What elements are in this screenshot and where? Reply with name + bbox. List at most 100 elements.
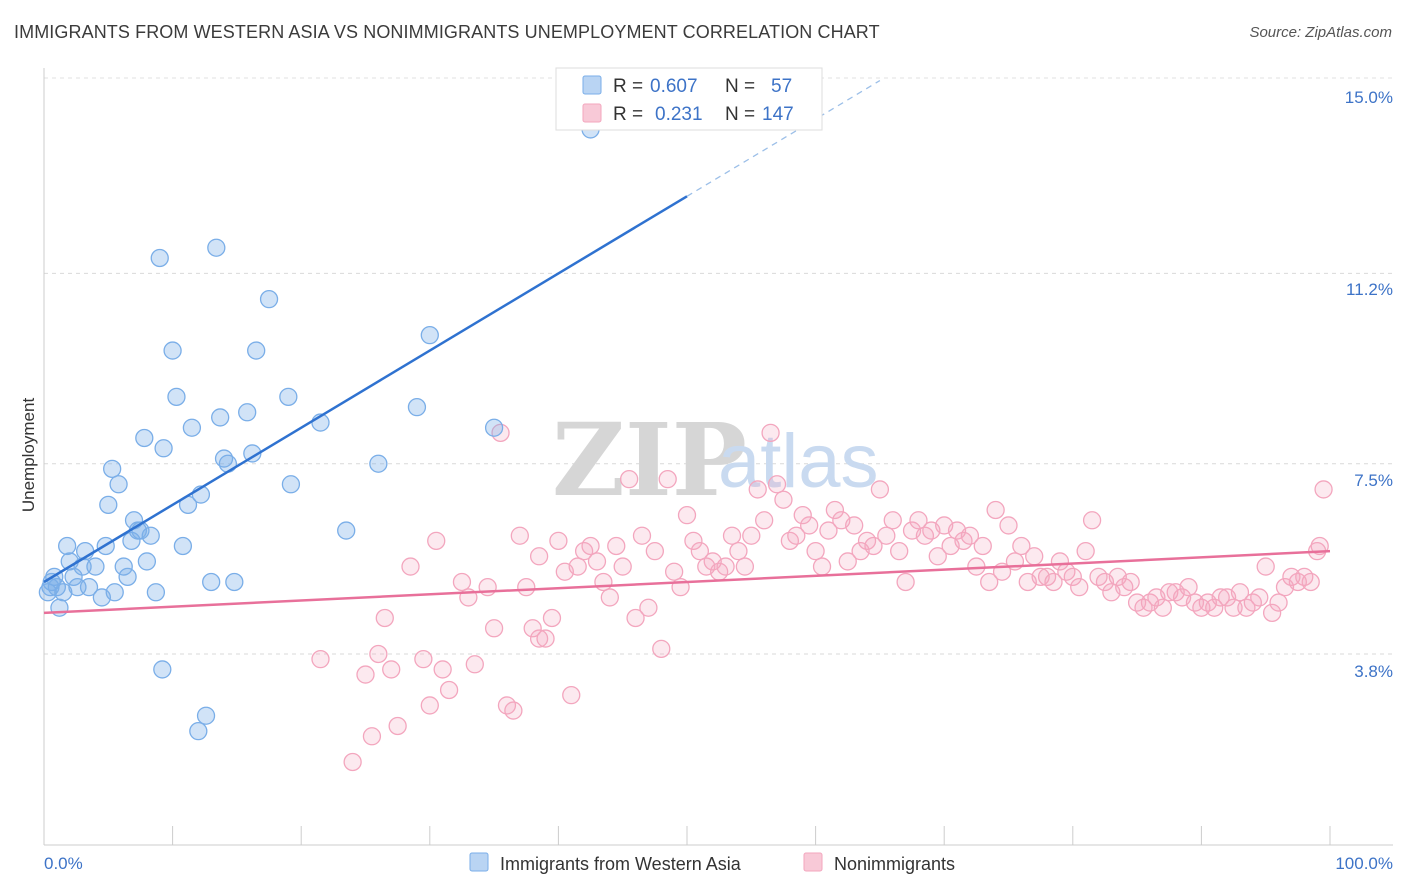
point-nonimmigrants-101 xyxy=(1012,536,1031,556)
series-legend: Immigrants from Western Asia Nonimmigran… xyxy=(469,852,955,874)
point-nonimmigrants-123 xyxy=(1153,598,1172,617)
watermark-atlas: atlas xyxy=(718,419,879,504)
point-immigrants-9 xyxy=(64,567,83,587)
point-nonimmigrants-7 xyxy=(388,716,407,736)
point-nonimmigrants-140 xyxy=(1262,603,1282,623)
point-immigrants-37 xyxy=(189,721,208,741)
point-nonimmigrants-13 xyxy=(439,680,459,700)
point-nonimmigrants-16 xyxy=(465,655,484,674)
point-nonimmigrants-64 xyxy=(774,490,793,509)
point-nonimmigrants-109 xyxy=(1063,567,1082,587)
legend-r-label-1: R = xyxy=(613,76,643,97)
bottom-legend-label-pink: Nonimmigrants xyxy=(834,854,955,874)
point-nonimmigrants-37 xyxy=(600,588,619,607)
point-nonimmigrants-79 xyxy=(870,480,890,499)
point-immigrants-59 xyxy=(153,660,172,679)
point-immigrants-56 xyxy=(420,325,439,345)
point-nonimmigrants-31 xyxy=(562,685,581,705)
bottom-legend-label-blue: Immigrants from Western Asia xyxy=(500,854,742,874)
point-immigrants-29 xyxy=(146,583,166,602)
point-nonimmigrants-146 xyxy=(1301,572,1320,592)
point-nonimmigrants-46 xyxy=(658,469,677,489)
point-nonimmigrants-39 xyxy=(613,557,632,576)
point-nonimmigrants-27 xyxy=(536,629,555,648)
point-nonimmigrants-111 xyxy=(1076,541,1095,561)
trend-line-nonimmigrants xyxy=(43,549,1331,615)
point-nonimmigrants-25 xyxy=(529,547,549,566)
point-nonimmigrants-50 xyxy=(684,531,703,551)
point-immigrants-22 xyxy=(118,567,137,587)
point-immigrants-6 xyxy=(54,583,73,602)
point-immigrants-42 xyxy=(211,408,230,427)
point-nonimmigrants-75 xyxy=(845,516,864,535)
point-nonimmigrants-61 xyxy=(755,511,774,530)
point-nonimmigrants-148 xyxy=(1314,480,1333,499)
point-nonimmigrants-2 xyxy=(356,665,375,684)
source-note: Source: ZipAtlas.com xyxy=(1249,24,1392,41)
series-nonimmigrants xyxy=(311,423,1333,772)
point-nonimmigrants-141 xyxy=(1269,593,1288,612)
point-nonimmigrants-12 xyxy=(433,660,452,679)
point-immigrants-21 xyxy=(114,557,133,576)
series-immigrants-western-asia xyxy=(38,120,600,741)
point-immigrants-55 xyxy=(407,397,427,417)
point-immigrants-19 xyxy=(105,583,124,602)
point-nonimmigrants-135 xyxy=(1230,583,1250,602)
point-immigrants-14 xyxy=(86,557,105,576)
point-nonimmigrants-66 xyxy=(787,526,806,545)
point-immigrants-36 xyxy=(182,418,202,437)
point-nonimmigrants-80 xyxy=(877,526,896,545)
point-immigrants-7 xyxy=(57,536,77,556)
point-nonimmigrants-34 xyxy=(581,536,600,556)
point-nonimmigrants-8 xyxy=(401,557,420,576)
point-nonimmigrants-38 xyxy=(607,536,626,556)
point-nonimmigrants-60 xyxy=(748,480,767,499)
point-immigrants-17 xyxy=(99,495,118,515)
point-immigrants-4 xyxy=(42,572,61,592)
point-nonimmigrants-103 xyxy=(1025,547,1044,566)
point-nonimmigrants-99 xyxy=(999,516,1018,535)
point-immigrants-54 xyxy=(369,454,388,473)
point-immigrants-46 xyxy=(238,403,257,422)
point-nonimmigrants-62 xyxy=(761,423,780,443)
point-nonimmigrants-59 xyxy=(742,526,761,545)
point-nonimmigrants-94 xyxy=(967,557,986,576)
point-nonimmigrants-11 xyxy=(427,531,446,551)
point-nonimmigrants-5 xyxy=(375,608,394,628)
y-tick-label-7-5: 7.5% xyxy=(1354,471,1393,490)
point-nonimmigrants-0 xyxy=(311,649,330,669)
point-nonimmigrants-69 xyxy=(806,541,825,561)
point-nonimmigrants-88 xyxy=(928,547,947,566)
point-nonimmigrants-18 xyxy=(484,619,504,638)
point-immigrants-26 xyxy=(135,428,154,448)
trend-line-immigrants-extension xyxy=(686,80,881,197)
watermark-zip: ZIP xyxy=(552,401,747,519)
point-nonimmigrants-97 xyxy=(986,500,1005,520)
point-immigrants-50 xyxy=(279,387,298,407)
point-immigrants-53 xyxy=(337,521,356,540)
point-nonimmigrants-3 xyxy=(362,727,382,746)
point-nonimmigrants-67 xyxy=(793,505,812,525)
point-nonimmigrants-78 xyxy=(864,536,883,556)
point-nonimmigrants-134 xyxy=(1224,598,1243,617)
point-nonimmigrants-58 xyxy=(735,557,755,576)
legend-swatch-blue xyxy=(582,75,602,95)
point-nonimmigrants-68 xyxy=(800,516,819,535)
chart-title: IMMIGRANTS FROM WESTERN ASIA VS NONIMMIG… xyxy=(14,22,880,42)
point-nonimmigrants-112 xyxy=(1082,511,1102,530)
legend-n-value-1: 57 xyxy=(771,76,792,97)
point-immigrants-44 xyxy=(218,454,238,473)
point-nonimmigrants-41 xyxy=(626,608,645,628)
point-nonimmigrants-138 xyxy=(1250,588,1269,607)
point-nonimmigrants-10 xyxy=(420,696,439,715)
bottom-legend-swatch-blue xyxy=(469,852,489,872)
point-nonimmigrants-70 xyxy=(812,557,832,576)
point-immigrants-40 xyxy=(202,572,221,592)
point-immigrants-34 xyxy=(173,536,193,556)
point-immigrants-13 xyxy=(79,577,99,597)
point-nonimmigrants-74 xyxy=(838,552,857,571)
legend-r-value-2: 0.231 xyxy=(655,104,703,125)
bottom-legend-swatch-pink xyxy=(803,852,823,872)
point-nonimmigrants-82 xyxy=(890,541,909,561)
point-nonimmigrants-44 xyxy=(645,541,664,561)
